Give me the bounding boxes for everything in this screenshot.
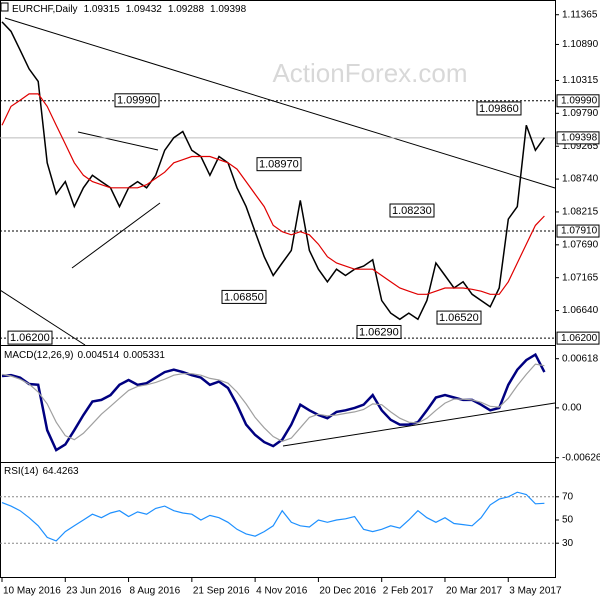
indicator-title: MACD(12,26,9) [4,350,73,361]
y-tick-label: 1.10315 [562,75,599,86]
series-line [1,491,545,542]
ohlc-value: 1.09398 [210,4,247,15]
level-label: 1.09990 [561,95,598,106]
level-label: 1.07910 [561,226,598,237]
y-tick-label: 30 [562,538,574,549]
macd-header: MACD(12,26,9) 0.004514 0.005331 [4,350,165,361]
rsi-header: RSI(14) 64.4263 [4,466,79,477]
annotation: 1.08230 [392,205,432,217]
y-tick-label: 1.09790 [562,108,599,119]
x-tick-label: 10 May 2016 [3,586,61,597]
annotation: 1.06200 [10,332,50,344]
level-label-box [556,94,600,108]
x-tick-label: 21 Sep 2016 [193,586,250,597]
y-tick-label: -0.00626 [562,452,600,463]
plot-frame [0,0,556,578]
annotation: 1.08970 [259,159,299,171]
x-tick-label: 8 Aug 2016 [130,586,181,597]
y-tick-label: 1.08215 [562,207,599,218]
y-tick-label: 1.07690 [562,239,599,250]
annotation-box [221,289,267,304]
trend-line [71,202,161,269]
x-tick-label: 20 Mar 2017 [446,586,503,597]
y-tick-label: 1.11365 [562,9,598,20]
x-tick-label: 23 Jun 2016 [66,586,121,597]
y-tick-label: 1.08740 [562,174,599,185]
y-tick-label: 0.00 [562,403,582,414]
series-line [1,93,545,295]
annotation: 1.06520 [439,312,479,324]
last-price-box [556,131,600,145]
ohlc-value: 1.09315 [84,4,121,15]
trend-line [4,17,556,189]
y-tick-label: 50 [562,515,574,526]
y-tick-label: 1.09265 [562,141,599,152]
x-tick-label: 4 Nov 2016 [256,586,308,597]
indicator-readout: 0.004514 [77,350,119,361]
annotation-box [436,310,482,325]
annotation-box [389,203,435,218]
trend-line [0,289,86,346]
x-tick-label: 3 May 2017 [509,586,562,597]
annotation-box [114,93,160,108]
last-price-label: 1.09398 [561,133,598,144]
header: EURCHF,Daily 1.09315 1.09432 1.09288 1.09398 [12,4,247,15]
annotation: 1.06290 [359,326,399,338]
annotation: 1.09990 [117,95,157,107]
series-line [1,363,545,442]
y-tick-label: 0.00618 [562,353,599,364]
level-label-box [556,331,600,345]
indicator-title: RSI(14) [4,466,38,477]
ohlc-value: 1.09432 [126,4,163,15]
trend-line [77,131,159,151]
annotation: 1.09860 [479,103,519,115]
indicator-readout: 0.005331 [123,350,165,361]
annotation-box [476,101,522,116]
watermark: ActionForex.com [272,58,467,88]
trend-line [282,402,556,447]
annotation-box [7,330,53,345]
annotation: 1.06850 [224,291,264,303]
y-tick-label: 70 [562,491,574,502]
y-tick-label: 1.10890 [562,39,599,50]
annotation-box [256,157,302,172]
annotation-box [356,324,402,339]
symbol-icon [0,2,9,12]
level-label-box [556,224,600,238]
x-tick-label: 20 Dec 2016 [319,586,376,597]
y-tick-label: 1.06640 [562,305,599,316]
x-tick-label: 2 Feb 2017 [383,586,434,597]
level-label: 1.06200 [561,333,598,344]
series-line [1,352,546,452]
symbol: EURCHF,Daily [12,4,78,15]
y-tick-label: 1.07165 [562,272,599,283]
ohlc-value: 1.09288 [168,4,205,15]
indicator-readout: 64.4263 [42,466,79,477]
